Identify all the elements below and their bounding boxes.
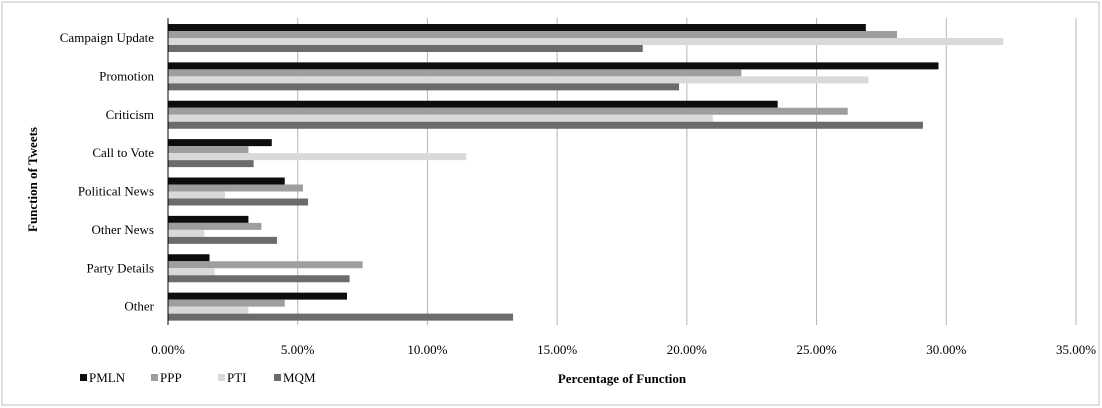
bar-pmln-party-details	[168, 254, 210, 262]
legend-swatch-pmln	[80, 374, 87, 381]
bar-mqm-political-news	[168, 198, 309, 206]
category-label: Other	[124, 299, 154, 314]
bar-ppp-promotion	[168, 69, 742, 77]
bar-mqm-party-details	[168, 275, 350, 283]
legend-swatch-ppp	[151, 374, 158, 381]
bar-pti-other	[168, 306, 249, 314]
x-tick-label: 20.00%	[667, 342, 707, 357]
category-label: Campaign Update	[60, 30, 154, 45]
y-axis-title: Function of Tweets	[25, 127, 40, 232]
bar-pmln-criticism	[168, 100, 778, 108]
legend-label-pti: PTI	[227, 370, 247, 385]
bar-ppp-criticism	[168, 107, 848, 115]
bar-mqm-criticism	[168, 121, 923, 129]
bar-mqm-call-to-vote	[168, 160, 254, 168]
category-label: Call to Vote	[92, 145, 154, 160]
legend-label-mqm: MQM	[283, 370, 316, 385]
bar-pti-campaign-update	[168, 38, 1004, 45]
category-label: Party Details	[86, 260, 154, 275]
legend-swatch-mqm	[274, 374, 281, 381]
bar-ppp-other	[168, 299, 285, 307]
x-axis-title: Percentage of Function	[558, 371, 687, 386]
bar-ppp-call-to-vote	[168, 146, 249, 154]
x-tick-label: 30.00%	[926, 342, 966, 357]
category-label: Political News	[78, 184, 154, 199]
bar-pmln-other	[168, 292, 348, 300]
bar-pti-other-news	[168, 229, 205, 237]
bar-mqm-promotion	[168, 83, 680, 91]
bar-ppp-campaign-update	[168, 31, 897, 38]
bars	[168, 24, 1004, 321]
x-tick-label: 35.00%	[1056, 342, 1096, 357]
bar-pti-promotion	[168, 76, 869, 84]
x-tick-label: 5.00%	[281, 342, 315, 357]
legend-swatch-pti	[218, 374, 225, 381]
category-label: Criticism	[106, 107, 154, 122]
x-tick-labels: 0.00% 5.00% 10.00% 15.00% 20.00% 25.00% 30.00%…	[151, 342, 1096, 357]
category-label: Other News	[92, 222, 154, 237]
legend-label-pmln: PMLN	[89, 370, 126, 385]
bar-pti-party-details	[168, 268, 215, 276]
bar-pmln-campaign-update	[168, 24, 866, 31]
bar-ppp-political-news	[168, 184, 303, 192]
x-tick-label: 15.00%	[537, 342, 577, 357]
bar-mqm-other-news	[168, 236, 277, 244]
bar-pmln-other-news	[168, 215, 249, 223]
category-labels: Campaign Update Promotion Criticism Call to…	[60, 30, 155, 314]
legend-label-ppp: PPP	[160, 370, 182, 385]
bar-ppp-party-details	[168, 261, 363, 269]
bar-pmln-political-news	[168, 177, 285, 185]
x-tick-label: 10.00%	[407, 342, 447, 357]
bar-pti-political-news	[168, 191, 226, 199]
bar-pti-call-to-vote	[168, 153, 467, 161]
bar-pmln-promotion	[168, 62, 939, 70]
x-tick-label: 0.00%	[151, 342, 185, 357]
bar-pmln-call-to-vote	[168, 139, 272, 147]
legend: PMLN PPP PTI MQM	[80, 370, 316, 385]
category-label: Promotion	[99, 68, 154, 83]
bar-pti-criticism	[168, 114, 713, 122]
bar-mqm-campaign-update	[168, 45, 643, 52]
x-tick-label: 25.00%	[797, 342, 837, 357]
bar-ppp-other-news	[168, 222, 262, 230]
bar-mqm-other	[168, 313, 514, 321]
